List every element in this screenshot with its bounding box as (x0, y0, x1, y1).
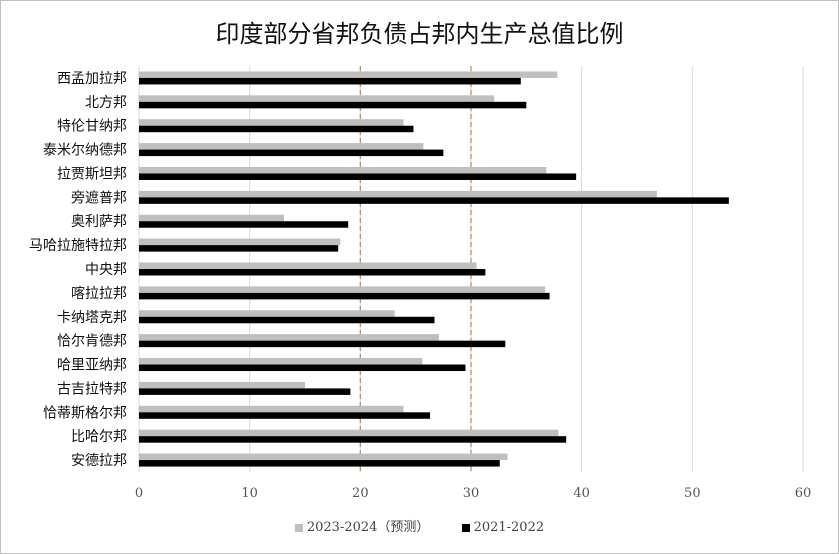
bar-actual (139, 340, 506, 348)
legend-swatch-forecast (294, 523, 303, 532)
category-label: 安德拉邦 (71, 453, 127, 469)
bar-actual (139, 316, 435, 324)
bar-actual (139, 245, 339, 252)
bar-forecast (139, 381, 305, 389)
category-label: 奥利萨邦 (71, 213, 127, 230)
category-label: 哈里亚纳邦 (57, 358, 127, 374)
x-tick-labels: 0 10 20 30 40 50 60 (135, 486, 811, 501)
bar-actual (139, 149, 444, 157)
bar-actual (139, 364, 466, 372)
bar-forecast (139, 262, 477, 269)
bar-actual (139, 388, 351, 395)
category-label: 马哈拉施特拉邦 (29, 238, 127, 254)
legend-item-forecast: 2023-2024（预测） (294, 516, 430, 535)
bar-forecast (139, 95, 495, 102)
bar-forecast (139, 119, 404, 126)
bar-forecast (139, 190, 657, 198)
x-tick-label: 0 (135, 486, 143, 501)
category-label: 卡纳塔克邦 (57, 310, 127, 326)
x-tick-label: 50 (684, 486, 701, 501)
legend-item-actual: 2021-2022 (461, 520, 545, 535)
category-label: 北方邦 (85, 95, 127, 111)
category-label: 比哈尔邦 (71, 429, 127, 445)
bar-actual (139, 460, 500, 467)
chart-title: 印度部分省邦负债占邦内生产总值比例 (215, 20, 624, 48)
category-label: 恰尔肯德邦 (57, 334, 127, 350)
bar-actual (139, 77, 521, 85)
category-label: 拉贾斯坦邦 (57, 166, 127, 182)
category-label: 古吉拉特邦 (57, 381, 127, 397)
legend-swatch-actual (461, 523, 470, 532)
x-tick-label: 30 (463, 486, 480, 501)
bar-actual (139, 101, 527, 109)
bar-forecast (139, 453, 508, 461)
bar-actual (139, 292, 550, 300)
category-label: 旁遮普邦 (71, 189, 127, 206)
legend-label-actual: 2021-2022 (473, 520, 545, 535)
bar-forecast (139, 214, 284, 222)
bar-actual (139, 412, 431, 419)
bar-actual (139, 221, 349, 228)
category-label: 中央邦 (85, 262, 127, 278)
bar-actual (139, 197, 729, 204)
bar-forecast (139, 405, 404, 413)
bar-forecast (139, 310, 395, 317)
category-labels: 西孟加拉邦北方邦特伦甘纳邦泰米尔纳德邦拉贾斯坦邦旁遮普邦奥利萨邦马哈拉施特拉邦中… (29, 71, 127, 469)
bar-actual (139, 125, 414, 133)
x-tick-label: 60 (795, 486, 812, 501)
bars (139, 71, 729, 467)
bar-actual (139, 436, 567, 443)
bar-forecast (139, 71, 558, 78)
bar-forecast (139, 429, 559, 437)
bar-forecast (139, 358, 423, 365)
legend-label-forecast: 2023-2024（预测） (306, 520, 430, 535)
bar-actual (139, 173, 577, 180)
bar-forecast (139, 334, 439, 341)
bar-forecast (139, 286, 546, 293)
category-label: 喀拉拉邦 (71, 286, 127, 302)
bar-forecast (139, 238, 341, 246)
x-tick-label: 10 (241, 486, 258, 501)
category-label: 恰蒂斯格尔邦 (43, 405, 127, 421)
x-tick-label: 20 (352, 486, 369, 501)
bar-actual (139, 269, 486, 276)
x-tick-label: 40 (573, 486, 590, 501)
legend: 2023-2024（预测） 2021-2022 (0, 516, 839, 535)
bar-forecast (139, 166, 547, 174)
category-label: 泰米尔纳德邦 (43, 143, 127, 159)
category-label: 西孟加拉邦 (57, 71, 127, 87)
category-label: 特伦甘纳邦 (57, 119, 127, 135)
bar-forecast (139, 143, 424, 150)
